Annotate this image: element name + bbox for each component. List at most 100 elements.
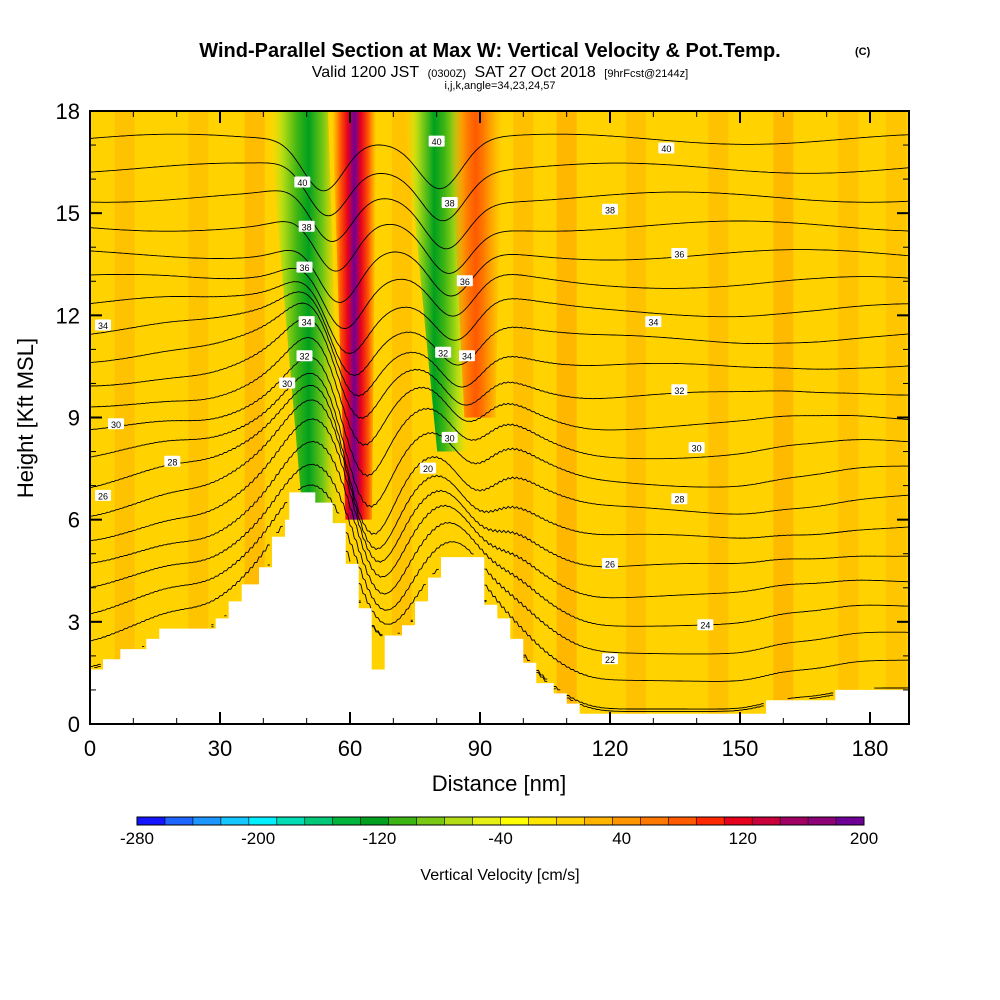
contour-label-text: 20 <box>423 464 433 474</box>
theta-contour-line <box>90 337 909 447</box>
contour-label-text: 22 <box>605 655 615 665</box>
y-tick-label: 9 <box>68 406 80 431</box>
chart-subtitle: Valid 1200 JST (0300Z) SAT 27 Oct 2018 [… <box>312 64 688 81</box>
contour-label: 34 <box>459 350 475 362</box>
colorbar-swatch <box>780 817 809 825</box>
contour-label-text: 28 <box>674 495 684 505</box>
colorbar-swatch <box>164 817 194 825</box>
contour-label-text: 38 <box>605 205 615 215</box>
theta-contour-line <box>90 564 909 710</box>
contour-label-text: 26 <box>98 491 108 501</box>
plot-area: 40 38 36 34 32 30 40 38 36 32 34 30 20 40 38 36 34 32 30 28… <box>90 111 909 724</box>
y-tick-label: 12 <box>56 303 80 328</box>
colorbar-tick-label: -280 <box>120 829 154 848</box>
contour-label-text: 36 <box>674 250 684 260</box>
colorbar-swatch <box>444 817 473 825</box>
subtitle-utc: (0300Z) <box>428 68 467 80</box>
colorbar-swatch <box>192 817 222 825</box>
colorbar-swatch <box>836 817 865 825</box>
contour-label-text: 32 <box>674 386 684 396</box>
colorbar-tick-label: -120 <box>362 829 396 848</box>
theta-contour-line <box>90 484 909 655</box>
contour-label: 30 <box>441 431 458 443</box>
y-tick-label: 3 <box>68 610 80 635</box>
terrain-group <box>90 492 909 724</box>
colorbar-tick-label: 120 <box>729 829 757 848</box>
contour-label: 36 <box>456 275 473 287</box>
x-tick-label: 180 <box>852 736 889 761</box>
y-axis-label: Height [Kft MSL] <box>13 338 38 498</box>
contour-label-text: 36 <box>299 263 309 273</box>
x-tick-label: 90 <box>468 736 492 761</box>
contour-label: 32 <box>435 346 452 358</box>
background-bands <box>114 111 906 724</box>
contour-label: 34 <box>298 316 315 328</box>
y-tick-label: 6 <box>68 508 80 533</box>
theta-contour-line <box>90 372 909 508</box>
colorbar-label: Vertical Velocity [cm/s] <box>420 867 579 884</box>
subtitle-date: SAT 27 Oct 2018 <box>475 64 596 81</box>
colorbar-swatch <box>388 817 418 825</box>
colorbar-swatch <box>416 817 445 825</box>
theta-contour-line <box>90 190 909 250</box>
colorbar-swatch <box>220 817 250 825</box>
subtitle-valid: Valid 1200 JST <box>312 64 420 81</box>
contour-label: 38 <box>602 203 618 215</box>
contour-label: 20 <box>420 462 436 474</box>
contour-label-text: 40 <box>661 144 671 154</box>
colorbar <box>136 816 865 826</box>
contour-label-text: 30 <box>111 420 121 430</box>
colorbar-swatch <box>640 817 669 825</box>
colorbar-swatch <box>696 817 725 825</box>
contour-label-text: 28 <box>167 457 177 467</box>
contour-label-text: 40 <box>297 178 307 188</box>
field-streak <box>838 111 859 724</box>
theta-contour-line <box>90 318 909 420</box>
chart-title: Wind-Parallel Section at Max W: Vertical… <box>199 40 780 62</box>
colorbar-swatch <box>276 817 306 825</box>
colorbar-swatch <box>528 817 557 825</box>
terrain-fill <box>90 492 909 724</box>
theta-contour-line <box>90 281 909 355</box>
contour-label: 40 <box>294 176 311 188</box>
contour-label: 26 <box>95 489 111 501</box>
contour-label: 30 <box>279 377 296 389</box>
contour-label-text: 26 <box>605 559 615 569</box>
contour-label: 36 <box>671 248 688 260</box>
copyright-mark: (C) <box>855 46 871 58</box>
x-tick-label: 150 <box>722 736 759 761</box>
colorbar-tick-label: 40 <box>612 829 631 848</box>
colorbar-swatch <box>584 817 613 825</box>
contour-label-text: 30 <box>282 379 292 389</box>
contour-label-text: 38 <box>445 198 455 208</box>
x-tick-label: 30 <box>208 736 232 761</box>
contour-label: 30 <box>108 418 124 430</box>
y-tick-label: 18 <box>56 99 80 124</box>
field-streak <box>114 111 135 724</box>
theta-contours <box>90 133 909 712</box>
colorbar-tick-label: -200 <box>241 829 275 848</box>
field-streak <box>392 111 412 724</box>
y-tick-label: 0 <box>68 712 80 737</box>
contour-label: 26 <box>602 557 618 569</box>
contour-label: 22 <box>602 653 618 665</box>
x-axis-label: Distance [nm] <box>432 771 567 796</box>
theta-contour-line <box>90 220 909 274</box>
contour-label: 32 <box>296 350 313 362</box>
contour-label-text: 30 <box>445 433 455 443</box>
colorbar-swatch <box>360 817 390 825</box>
contour-label: 24 <box>697 619 714 631</box>
theta-contour-line <box>90 302 909 397</box>
field-streak <box>708 111 729 724</box>
indices-line: i,j,k,angle=34,23,24,57 <box>444 80 555 92</box>
theta-contour-line <box>90 418 909 568</box>
contour-label-text: 40 <box>432 137 442 147</box>
contour-label-text: 36 <box>460 277 470 287</box>
contour-label-text: 38 <box>302 222 312 232</box>
contour-label: 28 <box>671 493 688 505</box>
contour-label-text: 32 <box>299 352 309 362</box>
colorbar-swatch <box>556 817 585 825</box>
theta-contour-line <box>90 525 909 682</box>
